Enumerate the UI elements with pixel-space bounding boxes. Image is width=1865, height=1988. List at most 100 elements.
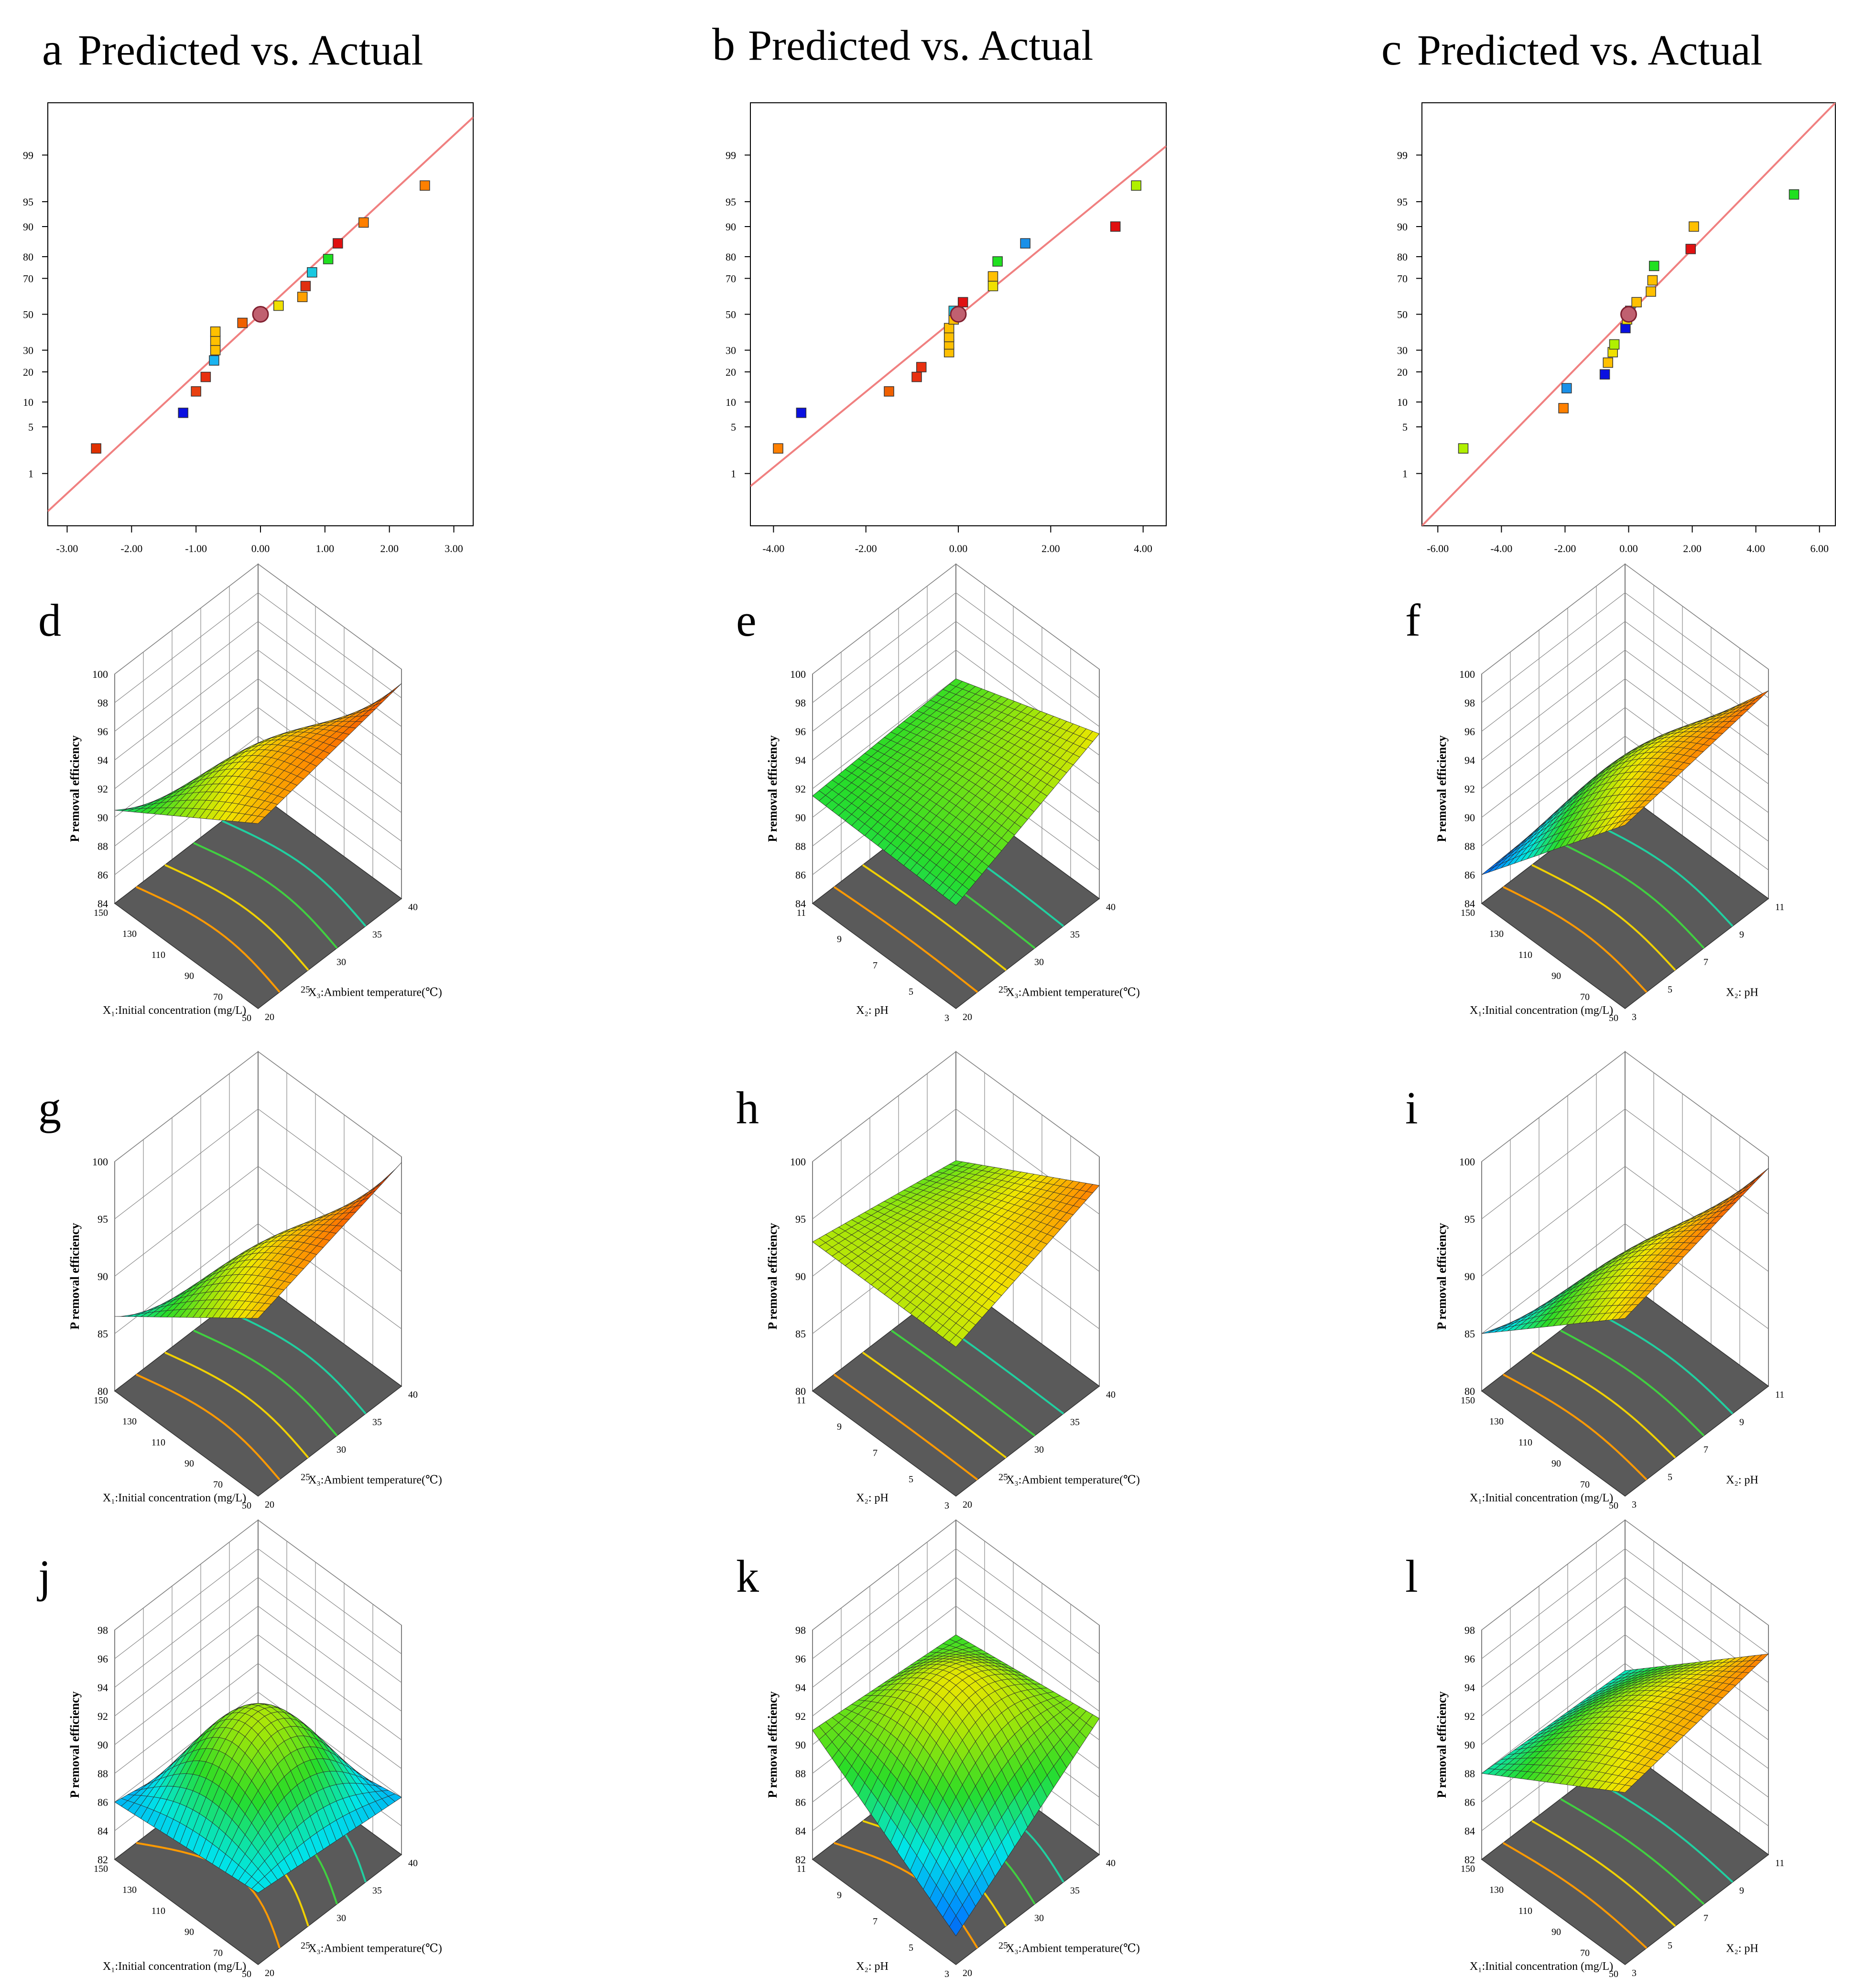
data-point xyxy=(323,254,334,264)
z-tick-label: 94 xyxy=(795,1682,806,1694)
y-tick-label: 35 xyxy=(372,1886,382,1896)
x-tick-label: -2.00 xyxy=(1554,543,1576,554)
wall-gridline xyxy=(114,1223,402,1334)
center-point xyxy=(252,306,269,323)
data-point xyxy=(1131,180,1141,191)
data-point xyxy=(943,332,954,342)
z-tick-label: 98 xyxy=(795,1624,806,1636)
y-axis-label: X₃:Ambient temperature(℃) xyxy=(308,987,442,999)
z-tick-label: 92 xyxy=(795,783,806,795)
x-tick-label: 5 xyxy=(909,1474,913,1485)
y-tick-label: 95 xyxy=(1397,196,1408,208)
z-tick-label: 88 xyxy=(795,1768,806,1780)
data-point xyxy=(773,443,783,454)
data-point xyxy=(1646,286,1656,297)
x-tick-label: 110 xyxy=(1518,1437,1532,1448)
x-tick-label: 3 xyxy=(944,1969,949,1979)
y-tick-label: 30 xyxy=(1034,1913,1044,1923)
y-tick-label: 30 xyxy=(336,1913,346,1923)
floor-contour xyxy=(833,1373,978,1481)
z-tick-label: 90 xyxy=(98,1271,108,1282)
z-tick-label: 100 xyxy=(790,1156,806,1168)
z-tick-label: 90 xyxy=(1464,1739,1475,1751)
z-tick-label: 80 xyxy=(98,1385,108,1397)
x-tick-label: 2.00 xyxy=(380,543,399,554)
z-tick-label: 92 xyxy=(1464,1710,1475,1722)
surface-cell xyxy=(251,816,265,824)
y-tick-label: 30 xyxy=(1034,1445,1044,1455)
z-tick-label: 90 xyxy=(795,1739,806,1751)
wall-gridline xyxy=(114,707,402,818)
wall-gridline xyxy=(114,564,402,674)
panel-letter-k: k xyxy=(736,1551,759,1602)
y-axis-label: X₂: pH xyxy=(1726,1943,1758,1955)
y-tick-label: 50 xyxy=(1397,309,1408,321)
x-tick-label: 7 xyxy=(873,960,878,971)
data-point xyxy=(210,345,221,356)
y-tick-label: 11 xyxy=(1775,1858,1784,1869)
floor-contour xyxy=(1560,842,1705,949)
center-point xyxy=(1620,306,1637,323)
z-tick-label: 86 xyxy=(1464,1796,1475,1808)
y-tick-label: 30 xyxy=(1034,957,1044,967)
y-tick-label: 25 xyxy=(998,985,1008,995)
x-tick-label: 9 xyxy=(837,934,842,945)
data-point xyxy=(1789,189,1800,200)
x-tick-label: 70 xyxy=(1580,992,1590,1002)
x-tick-label: 110 xyxy=(152,1437,165,1448)
z-tick-label: 88 xyxy=(98,840,108,852)
floor-contour xyxy=(193,1329,338,1436)
z-axis-label: P removal efficiency xyxy=(766,1223,780,1329)
y-tick-label: 35 xyxy=(1070,1417,1080,1428)
y-tick-label: 9 xyxy=(1739,930,1744,940)
y-tick-label: 35 xyxy=(1070,930,1080,940)
y-tick-label: 20 xyxy=(963,1968,972,1978)
x-tick-label: 70 xyxy=(213,992,223,1002)
y-tick-label: 30 xyxy=(336,957,346,967)
panel-letter-j: j xyxy=(37,1551,51,1602)
z-tick-label: 88 xyxy=(1464,1768,1475,1780)
wall-gridline xyxy=(114,1051,402,1162)
floor-contour xyxy=(862,864,1007,971)
z-tick-label: 88 xyxy=(1464,840,1475,852)
z-tick-label: 90 xyxy=(98,1739,108,1751)
z-tick-label: 86 xyxy=(98,869,108,881)
y-tick-label: 5 xyxy=(1668,1472,1672,1483)
scatter-panel-a: a Predicted vs. Actual-3.00 -2.00 -1.00 0.00… xyxy=(23,23,474,554)
z-tick-label: 84 xyxy=(98,898,108,910)
x-tick-label: 7 xyxy=(873,1448,878,1458)
wall-gridline xyxy=(114,621,402,732)
z-tick-label: 98 xyxy=(1464,697,1475,709)
y-axis-label: X₃:Ambient temperature(℃) xyxy=(308,1943,442,1955)
y-tick-label: 30 xyxy=(23,345,33,357)
wall-gridline xyxy=(812,564,1100,674)
scatter-panel-b: b Predicted vs. Actual-4.00 -2.00 0.00 2.00 4… xyxy=(712,19,1167,554)
x-tick-label: -2.00 xyxy=(120,543,142,554)
z-axis-label: P removal efficiency xyxy=(766,1691,780,1798)
wall-gridline xyxy=(1481,707,1769,818)
x-tick-label: 9 xyxy=(837,1422,842,1432)
x-tick-label: 90 xyxy=(184,1458,194,1469)
wall-gridline xyxy=(114,592,402,703)
data-point xyxy=(943,323,954,334)
surface-cell xyxy=(949,892,963,906)
z-tick-label: 100 xyxy=(1459,1156,1475,1168)
x-tick-label: 130 xyxy=(1489,929,1504,939)
z-tick-label: 80 xyxy=(795,1385,806,1397)
z-tick-label: 94 xyxy=(98,1682,108,1694)
y-tick-label: 50 xyxy=(726,309,736,321)
x-tick-label: 70 xyxy=(1580,1948,1590,1958)
y-tick-label: 5 xyxy=(1402,421,1408,433)
y-tick-label: 35 xyxy=(372,1417,382,1428)
wall-gridline xyxy=(1481,564,1769,674)
x-tick-label: -4.00 xyxy=(762,543,784,554)
z-tick-label: 96 xyxy=(1464,1653,1475,1665)
z-tick-label: 85 xyxy=(1464,1328,1475,1340)
z-tick-label: 85 xyxy=(795,1328,806,1340)
z-tick-label: 94 xyxy=(1464,754,1475,766)
z-tick-label: 96 xyxy=(795,726,806,738)
